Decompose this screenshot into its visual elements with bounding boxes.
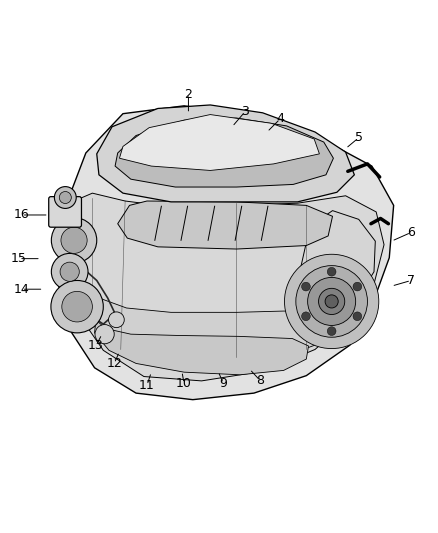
Text: 10: 10 [176, 377, 192, 390]
Circle shape [51, 253, 88, 290]
Polygon shape [120, 115, 319, 171]
Text: 11: 11 [139, 379, 155, 392]
Circle shape [95, 325, 114, 344]
Circle shape [60, 262, 79, 281]
Circle shape [307, 277, 356, 326]
Text: 5: 5 [355, 131, 363, 144]
Circle shape [59, 191, 71, 204]
Circle shape [51, 217, 97, 263]
FancyBboxPatch shape [49, 197, 81, 227]
Circle shape [61, 227, 87, 253]
Circle shape [325, 295, 338, 308]
Polygon shape [68, 193, 384, 381]
Circle shape [51, 280, 103, 333]
Polygon shape [95, 320, 308, 375]
Circle shape [353, 312, 362, 321]
Text: 7: 7 [407, 274, 415, 287]
Circle shape [327, 268, 336, 276]
Text: 6: 6 [407, 226, 415, 239]
Text: 4: 4 [276, 112, 284, 125]
Polygon shape [118, 201, 332, 249]
Polygon shape [115, 118, 333, 187]
Circle shape [302, 312, 310, 321]
Text: 15: 15 [11, 252, 27, 265]
Text: 9: 9 [219, 377, 227, 390]
Polygon shape [289, 211, 375, 324]
Circle shape [296, 265, 367, 337]
Circle shape [353, 282, 362, 291]
Text: 3: 3 [241, 105, 249, 118]
Text: 16: 16 [14, 208, 29, 222]
Circle shape [327, 327, 336, 335]
Text: 12: 12 [106, 357, 122, 370]
Text: 8: 8 [257, 374, 265, 387]
Text: 14: 14 [14, 282, 29, 296]
Circle shape [62, 292, 92, 322]
Circle shape [302, 282, 310, 291]
Circle shape [54, 187, 76, 208]
Circle shape [109, 312, 124, 328]
Polygon shape [97, 105, 354, 202]
Circle shape [285, 254, 379, 349]
Text: 13: 13 [88, 340, 104, 352]
Circle shape [318, 288, 345, 314]
Polygon shape [57, 106, 394, 400]
Polygon shape [81, 285, 321, 359]
Text: 2: 2 [184, 87, 192, 101]
